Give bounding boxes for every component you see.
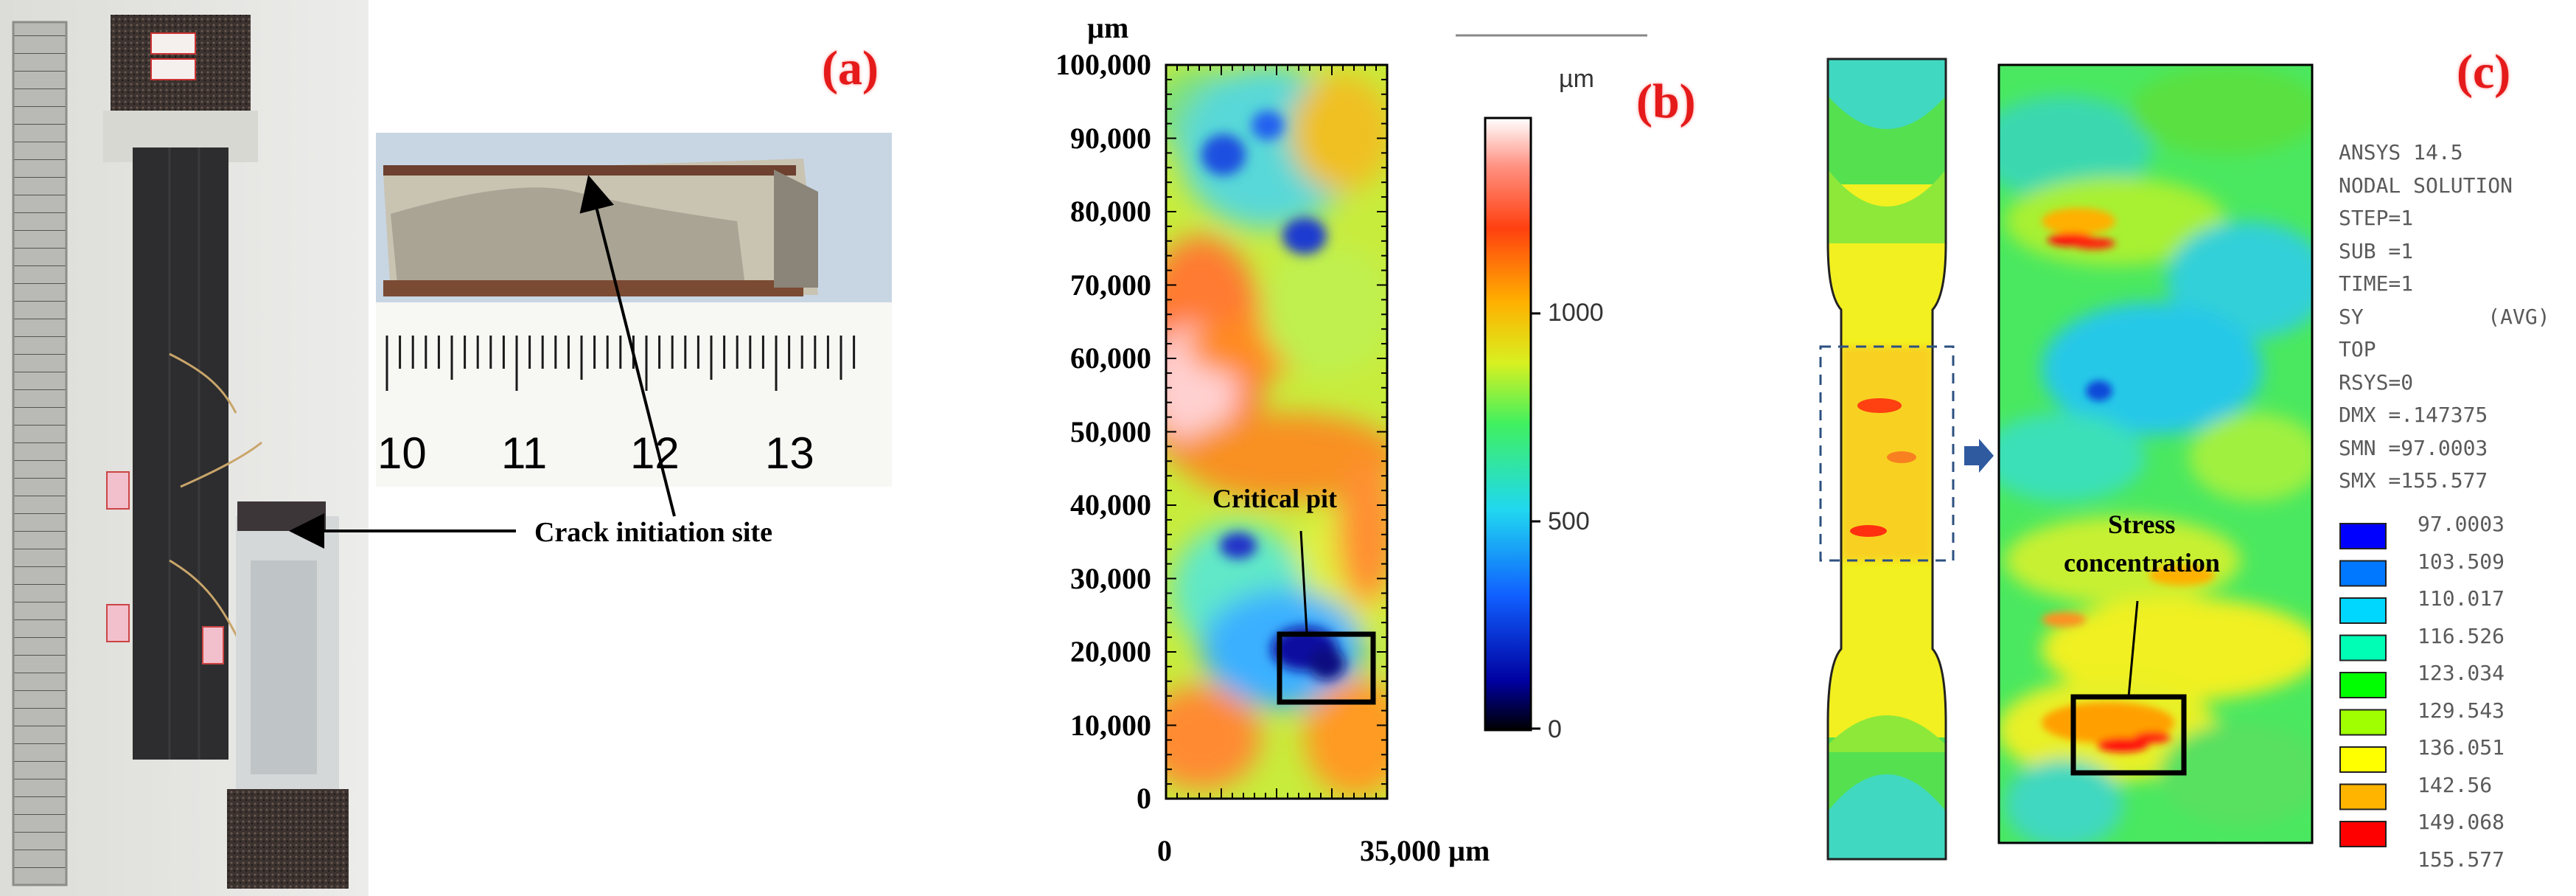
colorbar-tick-500: 500 (1548, 507, 1590, 535)
inset-ruler-ticks (385, 336, 856, 391)
ansys-header-line: SY (AVG) (2339, 304, 2550, 329)
y-tick-label: 0 (1137, 782, 1151, 815)
ansys-header-line: STEP=1 (2339, 206, 2414, 230)
legend-value: 116.526 (2418, 623, 2505, 648)
ansys-header-line: DMX =.147375 (2339, 403, 2488, 427)
ansys-header-line: SMN =97.0003 (2339, 435, 2488, 460)
colorbar-tick-0: 0 (1548, 715, 1562, 743)
legend-swatch (2339, 523, 2387, 549)
arrows-a (289, 175, 676, 549)
pit-depth-map (1165, 34, 1647, 800)
legend-swatch (2339, 821, 2387, 847)
legend-value: 97.0003 (2418, 512, 2505, 536)
legend-value: 129.543 (2418, 698, 2505, 723)
axis-ticks (1165, 64, 1388, 799)
zoom-region-box (1819, 345, 1955, 562)
panel-letter-b: (b) (1636, 74, 1696, 128)
ansys-header-line: ANSYS 14.5 (2339, 140, 2463, 164)
legend-value: 155.577 (2418, 847, 2505, 872)
y-tick-label: 90,000 (1070, 121, 1151, 155)
y-axis-unit: µm (1087, 11, 1129, 44)
legend-swatch (2339, 672, 2387, 698)
contour-field (1166, 65, 1387, 799)
critical-pit-box (1277, 631, 1376, 705)
legend-value: 142.56 (2418, 772, 2493, 797)
zoom-arrow-icon (1964, 439, 1994, 473)
ruler-number-11: 11 (501, 428, 548, 478)
legend-swatch (2339, 560, 2387, 587)
stress-label-line1: Stress (2108, 510, 2176, 539)
y-tick-label: 20,000 (1070, 635, 1151, 668)
zoomed-stress-field (1999, 65, 2312, 843)
legend-swatch (2339, 746, 2387, 773)
x-tick-max: 35,000 µm (1360, 834, 1490, 867)
legend-swatch (2339, 709, 2387, 736)
y-tick-label: 80,000 (1070, 195, 1151, 228)
y-tick-label: 30,000 (1070, 561, 1151, 595)
stress-leader-line (2127, 600, 2139, 698)
critical-pit-leader (1299, 530, 1308, 633)
ruler-number-10: 10 (377, 428, 427, 478)
ansys-header-line: TOP (2339, 337, 2376, 361)
legend-value: 110.017 (2418, 586, 2505, 611)
ansys-header-line: NODAL SOLUTION (2339, 173, 2513, 198)
y-tick-label: 10,000 (1070, 708, 1151, 742)
steel-ruler (13, 22, 66, 885)
y-tick-label: 50,000 (1070, 414, 1151, 448)
ansys-header-line: SMX =155.577 (2339, 468, 2488, 493)
panel-letter-a: (a) (822, 41, 879, 95)
legend-swatch (2339, 634, 2387, 661)
critical-pit-label: Critical pit (1212, 484, 1337, 513)
ansys-header-line: RSYS=0 (2339, 369, 2414, 395)
panel-letter-c: (c) (2457, 45, 2511, 99)
legend-value: 103.509 (2418, 549, 2505, 574)
crack-arrow-inset (579, 175, 676, 517)
legend-value: 123.034 (2418, 661, 2505, 685)
panel-c: Stress concentration ANSYS 14.5 NODAL SOL… (1769, 0, 2576, 896)
ruler-number-13: 13 (765, 428, 814, 478)
y-tick-label: 100,000 (1055, 48, 1151, 81)
y-tick-label: 70,000 (1070, 268, 1151, 302)
y-tick-label: 60,000 (1070, 341, 1151, 375)
x-tick-0: 0 (1157, 834, 1172, 867)
panel-a: /* placeholder to keep markup tidy; tick… (0, 0, 958, 896)
ansys-header-line: SUB =1 (2339, 238, 2414, 263)
stress-label-line2: concentration (2064, 548, 2220, 577)
legend-value: 149.068 (2418, 810, 2505, 834)
colorbar-unit: µm (1559, 65, 1594, 93)
colorbar (1484, 117, 1532, 732)
legend-swatch (2339, 597, 2387, 624)
panel-b: µm 100,000 90,000 80,000 70,000 60,000 50,000… (958, 0, 1769, 896)
contour-legend (2339, 523, 2387, 847)
fea-stress-plot (1819, 58, 2387, 861)
crack-initiation-label: Crack initiation site (534, 517, 772, 548)
dogbone-specimen (1828, 59, 1946, 859)
y-tick-label: 40,000 (1070, 488, 1151, 521)
ansys-header-line: TIME=1 (2339, 271, 2414, 296)
legend-value: 136.051 (2418, 735, 2505, 760)
legend-swatch (2339, 783, 2387, 810)
colorbar-tick-1000: 1000 (1548, 299, 1604, 327)
